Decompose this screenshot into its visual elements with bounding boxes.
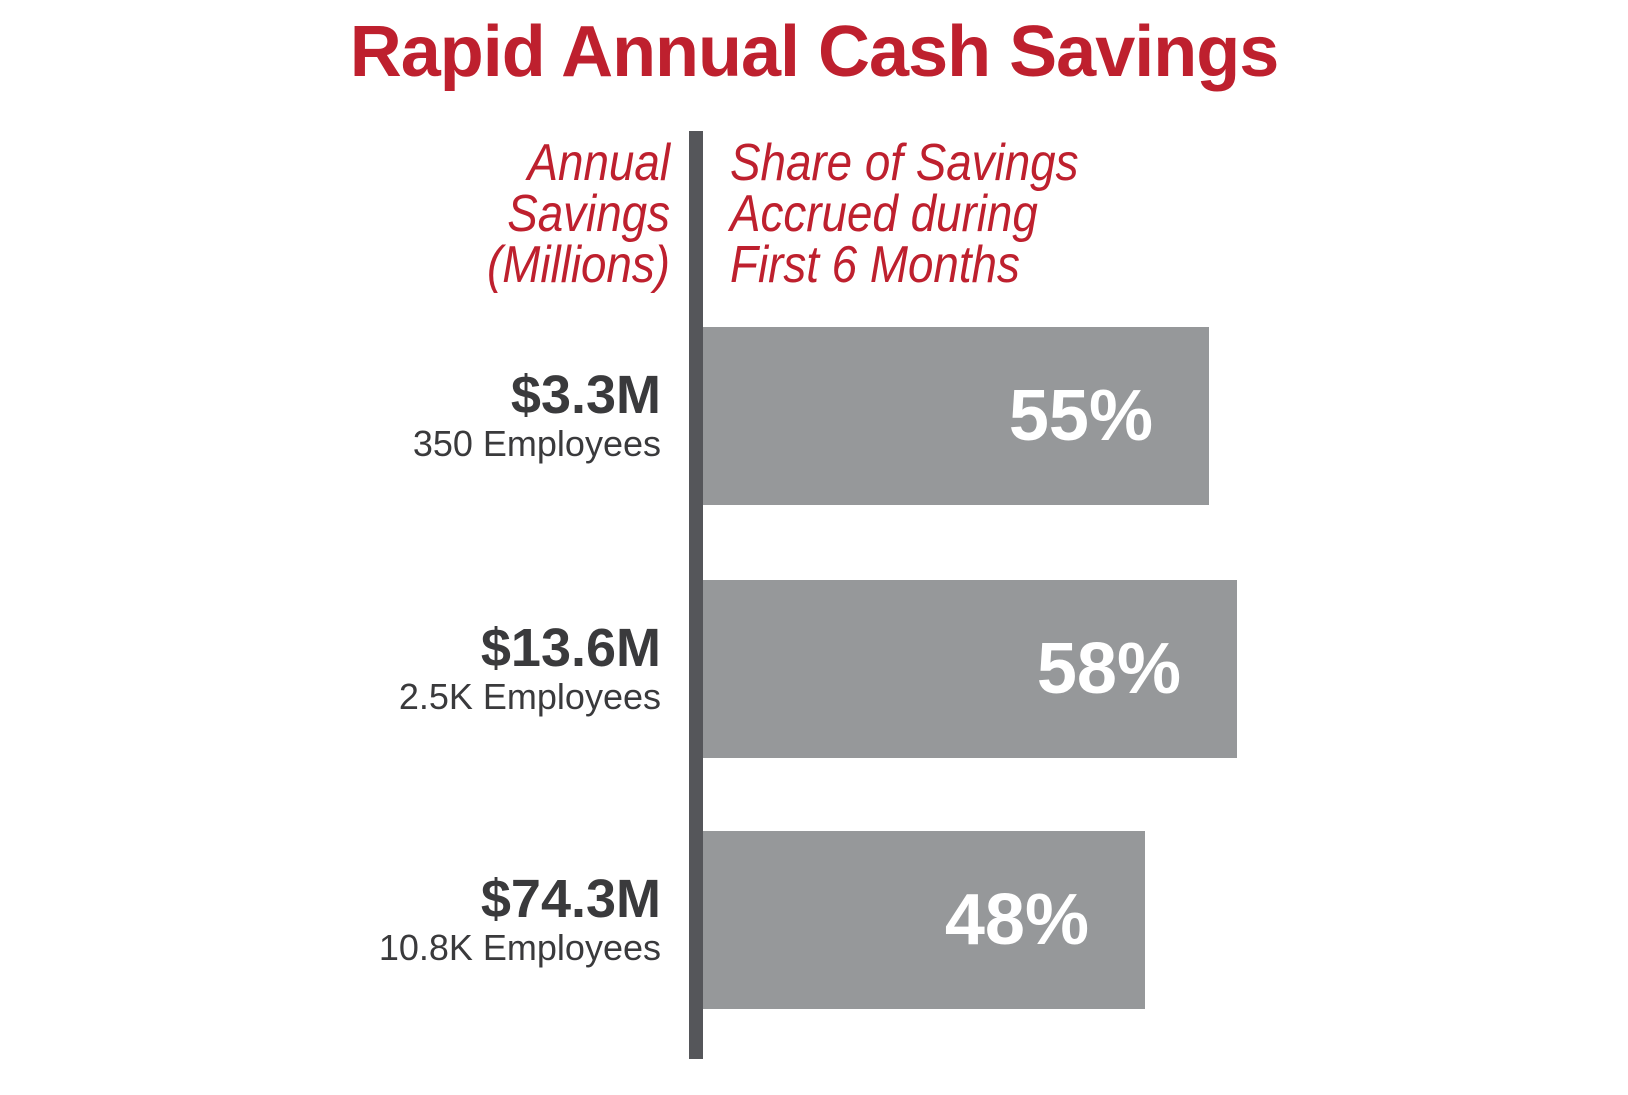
savings-amount-label: $74.3M	[480, 868, 661, 929]
right-axis-header-line: Share of Savings	[730, 134, 1079, 192]
left-axis-header-line: Annual	[527, 134, 670, 192]
row-labels: $13.6M 2.5K Employees	[399, 580, 661, 758]
savings-amount-label: $3.3M	[510, 364, 661, 425]
left-axis-header-line: Savings	[507, 185, 670, 243]
right-axis-header-line: Accrued during	[730, 185, 1038, 243]
chart-title: Rapid Annual Cash Savings	[349, 12, 1280, 92]
employee-count-label: 10.8K Employees	[378, 926, 661, 968]
employee-count-label: 2.5K Employees	[398, 675, 661, 717]
left-axis-header-line: (Millions)	[486, 236, 670, 294]
share-bar: 58%	[703, 580, 1237, 758]
share-percent-label: 55%	[1008, 376, 1153, 456]
employee-count-label: 350 Employees	[412, 422, 661, 464]
row-labels: $3.3M 350 Employees	[413, 327, 661, 505]
vertical-axis-line	[689, 131, 703, 1059]
share-bar: 48%	[703, 831, 1145, 1009]
row-labels: $74.3M 10.8K Employees	[379, 831, 661, 1009]
share-bar: 55%	[703, 327, 1209, 505]
right-axis-header: Share of Savings Accrued during First 6 …	[730, 134, 1079, 294]
share-percent-label: 58%	[1036, 629, 1181, 709]
savings-amount-label: $13.6M	[480, 617, 661, 678]
share-percent-label: 48%	[944, 880, 1089, 960]
right-axis-header-line: First 6 Months	[730, 236, 1020, 294]
left-axis-header: Annual Savings (Millions)	[486, 134, 670, 294]
